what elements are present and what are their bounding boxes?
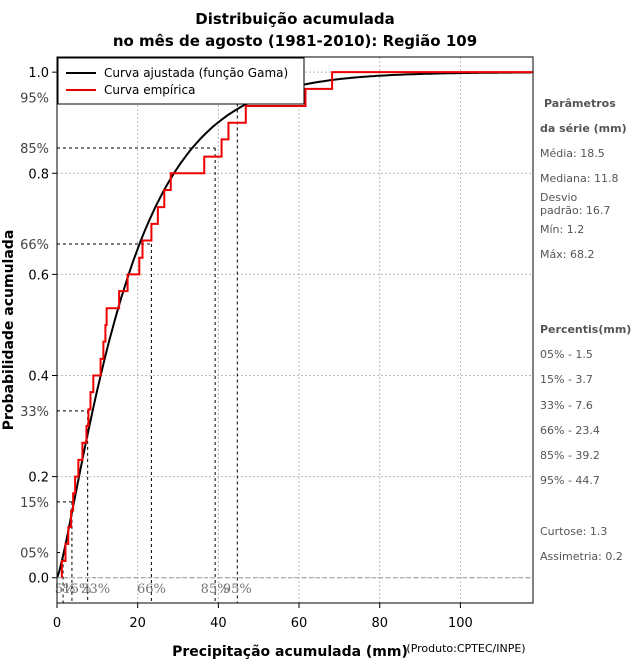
x-tick-label: 40 — [210, 616, 227, 631]
x-axis: 0 20 40 60 80 100 — [53, 603, 473, 631]
percentile-y-label: 33% — [20, 405, 49, 420]
percentile-y-label: 85% — [20, 142, 49, 157]
y-tick-label: 0.4 — [28, 370, 49, 385]
percentile-x-label: 5% — [55, 582, 76, 597]
percentile-guides: 05%5%15%15%33%33%66%66%85%85%95%95% — [20, 91, 533, 603]
y-tick-label: 0.8 — [28, 167, 49, 182]
x-tick-label: 0 — [53, 616, 61, 631]
params-title-2: da série (mm) — [540, 122, 627, 135]
empirical-step-curve — [60, 71, 533, 578]
percentile-y-label: 05% — [20, 546, 49, 561]
legend: Curva ajustada (função Gama) Curva empír… — [57, 57, 305, 105]
chart-title-line1: Distribuição acumulada — [195, 10, 394, 28]
y-tick-label: 0.6 — [28, 268, 49, 283]
percentil-15: 15% - 3.7 — [540, 373, 593, 386]
percentile-x-label: 95% — [223, 582, 252, 597]
y-axis-label: Probabilidade acumulada — [1, 230, 17, 431]
percentile-x-label: 33% — [81, 582, 110, 597]
plot-frame — [56, 56, 534, 604]
y-tick-label: 1.0 — [28, 66, 49, 81]
percentile-y-label: 15% — [20, 496, 49, 511]
x-tick-label: 20 — [129, 616, 146, 631]
x-axis-note: (Produto:CPTEC/INPE) — [406, 642, 525, 655]
y-tick-label: 0.0 — [28, 572, 49, 587]
percentil-05: 05% - 1.5 — [540, 348, 593, 361]
params-title-1: Parâmetros — [544, 97, 616, 110]
y-tick-label: 0.2 — [28, 471, 49, 486]
stat-mediana: Mediana: 11.8 — [540, 172, 619, 185]
percentile-x-label: 66% — [137, 582, 166, 597]
percentil-66: 66% - 23.4 — [540, 424, 600, 437]
percentile-x-label: 85% — [201, 582, 230, 597]
legend-label-empirical: Curva empírica — [104, 83, 195, 97]
percentil-33: 33% - 7.6 — [540, 399, 593, 412]
x-tick-label: 80 — [371, 616, 388, 631]
legend-box — [57, 57, 305, 105]
stat-min: Mín: 1.2 — [540, 223, 585, 236]
stat-curtose: Curtose: 1.3 — [540, 525, 608, 538]
y-axis: 0.0 0.2 0.4 0.6 0.8 1.0 — [28, 66, 57, 587]
grid-lines — [56, 57, 533, 603]
x-tick-label: 100 — [448, 616, 473, 631]
percentile-y-label: 66% — [20, 238, 49, 253]
stat-assimetria: Assimetria: 0.2 — [540, 550, 623, 563]
percentil-95: 95% - 44.7 — [540, 474, 600, 487]
stat-desvio: Desvio padrão: 16.7 — [540, 191, 611, 217]
percentile-x-label: 15% — [62, 582, 91, 597]
percentis-title: Percentis(mm) — [540, 323, 632, 336]
series-layer — [56, 71, 533, 578]
percentil-85: 85% - 39.2 — [540, 449, 600, 462]
x-tick-label: 60 — [291, 616, 308, 631]
legend-label-fitted: Curva ajustada (função Gama) — [104, 66, 288, 80]
chart-title-line2: no mês de agosto (1981-2010): Região 109 — [113, 32, 477, 50]
stat-media: Média: 18.5 — [540, 147, 605, 160]
stat-max: Máx: 68.2 — [540, 248, 595, 261]
x-axis-label: Precipitação acumulada (mm) — [172, 644, 408, 660]
percentile-y-label: 95% — [20, 91, 49, 106]
